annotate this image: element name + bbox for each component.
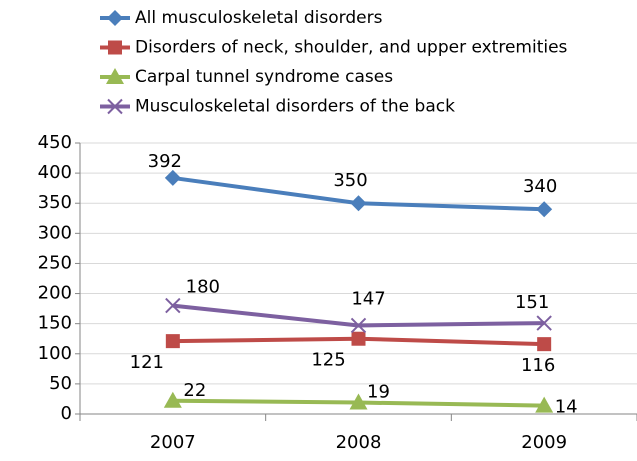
data-label: 22 [183, 380, 206, 401]
marker [536, 315, 552, 331]
data-label: 125 [311, 350, 345, 371]
marker [106, 68, 124, 84]
y-tick-label: 0 [61, 403, 72, 424]
marker [165, 334, 180, 349]
marker [107, 10, 123, 26]
legend-label: Carpal tunnel syndrome cases [135, 67, 393, 87]
y-tick-label: 200 [38, 283, 72, 304]
marker [536, 201, 553, 218]
marker [108, 40, 122, 55]
y-tick-label: 300 [38, 222, 72, 243]
marker [165, 297, 181, 314]
marker [164, 169, 181, 186]
marker [107, 98, 123, 115]
legend-label: All musculoskeletal disorders [135, 8, 383, 28]
y-tick-label: 450 [38, 132, 72, 153]
marker [537, 337, 552, 352]
y-tick-label: 350 [38, 192, 72, 213]
marker [350, 195, 367, 212]
data-label: 340 [523, 176, 557, 197]
legend-label: Disorders of neck, shoulder, and upper e… [135, 38, 568, 58]
data-label: 151 [515, 292, 549, 313]
legend-entry: All musculoskeletal disorders [100, 8, 383, 28]
y-tick-label: 50 [49, 373, 72, 394]
legend-entry: Musculoskeletal disorders of the back [100, 97, 455, 117]
y-tick-label: 400 [38, 162, 72, 183]
marker [535, 396, 554, 413]
x-tick-label: 2008 [336, 432, 382, 453]
legend-entry: Carpal tunnel syndrome cases [100, 67, 393, 87]
data-label: 116 [521, 355, 555, 376]
y-tick-label: 100 [38, 343, 72, 364]
marker [351, 331, 366, 346]
data-label: 19 [367, 382, 390, 403]
x-tick-label: 2009 [521, 432, 567, 453]
legend-entry: Disorders of neck, shoulder, and upper e… [100, 38, 568, 58]
data-label: 350 [333, 170, 367, 191]
data-label: 180 [186, 277, 220, 298]
marker [349, 393, 368, 410]
x-tick-label: 2007 [150, 432, 196, 453]
data-label: 147 [351, 288, 385, 309]
marker [350, 317, 367, 334]
y-tick-label: 250 [38, 252, 72, 273]
data-label: 14 [555, 397, 578, 418]
marker [163, 391, 182, 408]
data-label: 121 [130, 352, 164, 373]
data-label: 392 [148, 151, 182, 172]
y-tick-label: 150 [38, 313, 72, 334]
legend-label: Musculoskeletal disorders of the back [135, 97, 455, 117]
